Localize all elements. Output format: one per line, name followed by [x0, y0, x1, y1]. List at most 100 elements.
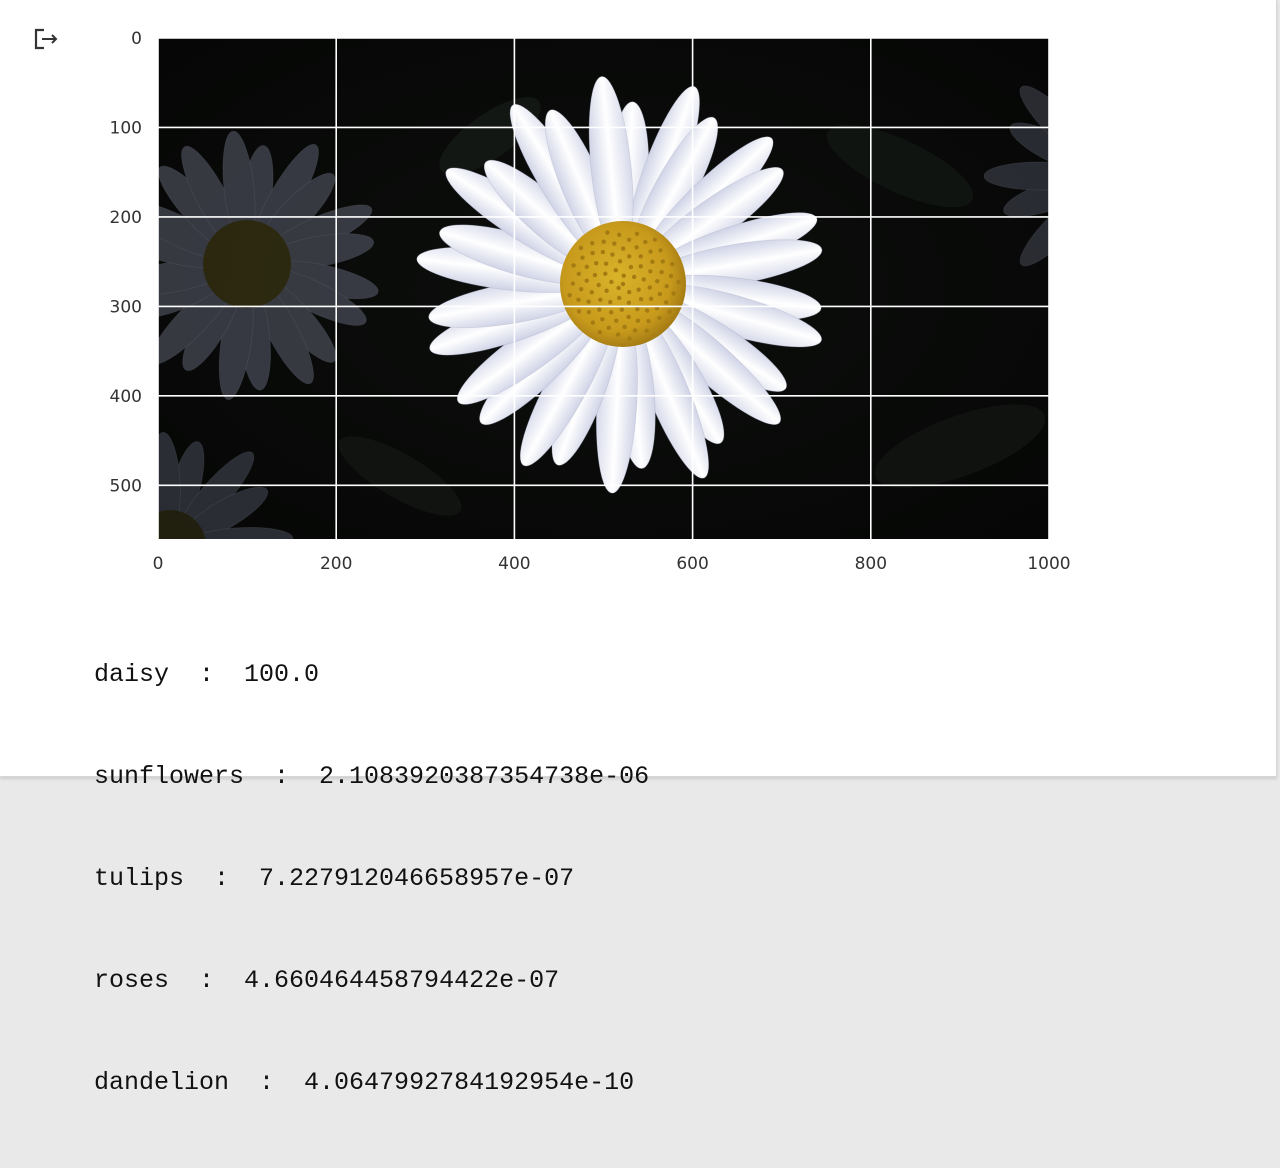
prediction-label: dandelion	[94, 1068, 230, 1097]
center-floret	[590, 240, 595, 246]
center-floret	[590, 320, 595, 325]
center-floret	[593, 261, 599, 266]
prediction-value: 4.660464458794422e-07	[244, 966, 560, 995]
petal	[180, 536, 285, 586]
petal	[183, 527, 294, 539]
center-floret	[597, 307, 602, 312]
prediction-value: 100.0	[244, 660, 320, 689]
main-daisy	[416, 76, 823, 494]
prediction-row-daisy: daisy : 100.0	[94, 658, 649, 692]
center-floret	[647, 285, 653, 290]
prediction-separator: :	[169, 966, 245, 995]
x-axis-ticks: 0 200 400 600 800 1000	[153, 554, 1071, 574]
center-floret	[627, 254, 632, 259]
center-floret	[603, 271, 608, 276]
prediction-row-roses: roses : 4.660464458794422e-07	[94, 964, 649, 998]
prediction-label: sunflowers	[94, 762, 245, 791]
prediction-value: 4.0647992784192954e-10	[304, 1068, 635, 1097]
center-floret	[668, 273, 674, 279]
center-floret	[626, 314, 631, 320]
x-tick-label: 1000	[1027, 554, 1070, 574]
flower-center	[158, 510, 206, 539]
center-floret	[638, 254, 643, 259]
y-tick-label: 500	[110, 476, 142, 496]
center-floret	[658, 248, 663, 253]
center-floret	[596, 282, 601, 288]
center-floret	[628, 264, 634, 270]
prediction-row-tulips: tulips : 7.227912046658957e-07	[94, 862, 649, 896]
plot-canvas: 0 200 400 600 800 1000 0 100 200 300 400 500	[100, 29, 1090, 586]
center-floret	[671, 291, 676, 296]
center-floret	[567, 292, 572, 298]
center-floret	[670, 261, 675, 267]
prediction-separator: :	[184, 864, 260, 893]
prediction-row-dandelion: dandelion : 4.0647992784192954e-10	[94, 1066, 649, 1100]
background-daisy-left	[158, 130, 379, 401]
center-floret	[641, 277, 646, 282]
center-floret	[644, 308, 650, 313]
center-floret	[610, 252, 615, 257]
center-floret	[578, 287, 584, 292]
center-floret	[663, 300, 669, 305]
petal	[165, 551, 242, 586]
center-floret	[650, 259, 655, 264]
x-tick-label: 200	[320, 554, 352, 574]
y-tick-label: 400	[110, 387, 142, 407]
center-floret	[608, 299, 613, 305]
center-floret	[657, 315, 662, 321]
center-floret	[578, 245, 584, 251]
center-floret	[600, 317, 605, 322]
center-floret	[586, 299, 591, 304]
petal	[100, 533, 156, 567]
center-floret	[620, 246, 626, 251]
background-daisy-right	[983, 85, 1090, 267]
center-floret	[648, 269, 653, 274]
flower-center	[1070, 136, 1090, 216]
center-floret	[616, 232, 622, 237]
center-floret	[584, 278, 589, 283]
center-floret	[648, 249, 653, 254]
prediction-output: daisy : 100.0 sunflowers : 2.10839203873…	[94, 590, 649, 1168]
center-floret	[605, 230, 610, 235]
x-tick-label: 400	[498, 554, 530, 574]
center-floret	[570, 281, 576, 286]
center-floret	[626, 237, 632, 243]
center-floret	[597, 329, 603, 335]
flower-center	[203, 220, 291, 308]
center-floret	[620, 281, 626, 287]
center-floret	[667, 309, 672, 314]
daisy-photo	[100, 38, 1090, 586]
center-floret	[626, 300, 632, 305]
petal	[1009, 122, 1049, 173]
center-floret	[617, 295, 622, 301]
prediction-label: daisy	[94, 660, 170, 689]
center-floret	[603, 261, 609, 266]
center-floret	[648, 296, 654, 301]
center-floret	[601, 239, 606, 244]
center-floret	[617, 259, 623, 264]
x-tick-label: 0	[153, 554, 164, 574]
output-exit-icon[interactable]	[30, 24, 64, 54]
petal	[1019, 85, 1049, 167]
center-floret	[634, 231, 640, 236]
y-axis-ticks: 0 100 200 300 400 500	[110, 29, 142, 496]
center-floret	[622, 324, 627, 330]
prediction-separator: :	[169, 660, 245, 689]
center-floret	[659, 269, 664, 275]
y-tick-label: 100	[110, 118, 142, 138]
y-tick-label: 300	[110, 297, 142, 317]
center-floret	[634, 245, 639, 250]
center-floret	[635, 306, 640, 312]
center-floret	[627, 336, 632, 341]
prediction-label: roses	[94, 966, 170, 995]
center-floret	[635, 318, 641, 323]
center-floret	[676, 280, 681, 285]
center-floret	[614, 318, 619, 323]
center-floret	[643, 239, 648, 245]
center-floret	[657, 291, 663, 297]
center-floret	[619, 307, 625, 312]
center-floret	[636, 287, 641, 292]
center-floret	[589, 290, 594, 295]
prediction-separator: :	[229, 1068, 305, 1097]
center-floret	[592, 272, 598, 278]
